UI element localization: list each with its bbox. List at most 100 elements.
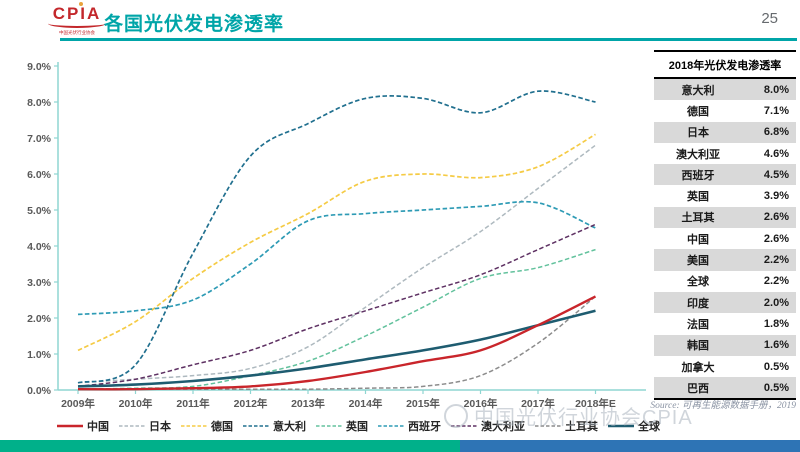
- series-line-spain: [77, 200, 596, 316]
- x-tick-label: 2011年: [176, 397, 210, 410]
- legend-swatch-china: [57, 424, 83, 428]
- table-row-india: 印度 2.0%: [654, 291, 796, 314]
- table-row-canada: 加拿大 0.5%: [654, 356, 796, 377]
- country-label: 德国: [687, 105, 709, 118]
- country-label: 英国: [687, 191, 709, 204]
- table-row-brazil: 巴西 0.5%: [654, 377, 796, 399]
- country-label: 美国: [687, 255, 709, 268]
- legend-item-australia: 澳大利亚: [450, 418, 525, 434]
- logo-arc: [48, 19, 106, 28]
- x-tick-label: 2013年: [291, 397, 325, 410]
- country-label: 法国: [687, 318, 709, 331]
- legend-label: 英国: [346, 421, 368, 433]
- table-row-france: 法国 1.8%: [654, 313, 796, 334]
- country-value: 2.2%: [763, 275, 789, 288]
- legend-item-italy: 意大利: [242, 418, 306, 434]
- country-value: 2.2%: [763, 254, 789, 267]
- y-tick-label: 7.0%: [27, 133, 52, 145]
- table-row-australia: 澳大利亚 4.6%: [654, 143, 796, 164]
- legend-swatch-australia: [451, 425, 477, 427]
- y-tick-label: 9.0%: [27, 61, 52, 73]
- country-value: 3.9%: [763, 190, 789, 203]
- country-value: 1.8%: [763, 317, 789, 330]
- chart-legend: 中国 日本 德国 意大利 英国 西班牙 澳大利亚 土耳其 全球: [56, 418, 660, 434]
- table-body: 意大利 8.0% 德国 7.1% 日本 6.8% 澳大利亚 4.6% 西班牙 4.5% 英国 3.9%…: [654, 79, 796, 399]
- legend-item-uk: 英国: [315, 418, 368, 434]
- country-value: 0.5%: [763, 381, 789, 394]
- country-value: 0.5%: [763, 360, 789, 373]
- x-tick-label: 2010年: [119, 397, 153, 410]
- country-label: 意大利: [681, 84, 715, 97]
- table-row-turkey: 土耳其 2.6%: [654, 206, 796, 229]
- penetration-line-chart: 0.0% 1.0% 2.0% 3.0% 4.0% 5.0% 6.0% 7.0% 8.0% 9.0%…: [27, 61, 646, 410]
- x-tick-label: 2016年: [464, 397, 498, 410]
- country-label: 全球: [687, 276, 709, 289]
- country-label: 加拿大: [681, 361, 715, 374]
- country-value: 2.6%: [763, 232, 789, 245]
- series-line-germany: [77, 133, 596, 352]
- x-tick-label: 2014年: [349, 397, 383, 410]
- legend-swatch-spain: [378, 425, 404, 427]
- legend-label: 中国: [87, 421, 109, 433]
- cpia-logo-subtext: 中国光伏行业协会: [58, 30, 95, 36]
- legend-item-germany: 德国: [180, 418, 233, 434]
- country-label: 澳大利亚: [676, 148, 720, 161]
- y-tick-label: 6.0%: [27, 169, 52, 181]
- legend-label: 全球: [638, 421, 660, 433]
- country-value: 6.8%: [763, 126, 789, 139]
- chart-area: 0.0% 1.0% 2.0% 3.0% 4.0% 5.0% 6.0% 7.0% 8.0% 9.0%…: [0, 46, 652, 414]
- legend-item-spain: 西班牙: [377, 418, 441, 434]
- series-line-japan: [77, 144, 596, 384]
- x-tick-label: 2012年: [234, 397, 268, 410]
- legend-label: 土耳其: [565, 421, 598, 433]
- series-line-uk: [77, 248, 596, 390]
- country-label: 中国: [687, 233, 709, 246]
- country-value: 2.0%: [763, 296, 789, 309]
- y-tick-label: 0.0%: [27, 385, 52, 397]
- country-value: 4.6%: [763, 147, 789, 160]
- country-value: 2.6%: [763, 211, 789, 224]
- country-value: 1.6%: [763, 339, 789, 352]
- legend-label: 意大利: [273, 421, 306, 433]
- legend-swatch-turkey: [535, 425, 561, 427]
- source-note: Source: 可再生能源数据手册，2019: [650, 401, 796, 411]
- y-tick-label: 2.0%: [27, 313, 52, 325]
- series-line-italy: [77, 90, 596, 384]
- legend-item-turkey: 土耳其: [534, 418, 598, 434]
- series-line-australia: [77, 223, 596, 388]
- legend-label: 澳大利亚: [481, 421, 525, 433]
- series-line-china: [77, 295, 597, 391]
- legend-item-global: 全球: [607, 418, 660, 434]
- x-tick-label: 2015年: [406, 397, 440, 410]
- cpia-logo-text: CPIA: [52, 2, 102, 23]
- legend-item-china: 中国: [56, 418, 109, 434]
- country-value: 8.0%: [763, 83, 789, 96]
- legend-label: 日本: [149, 421, 171, 433]
- country-label: 巴西: [687, 382, 709, 395]
- country-label: 日本: [687, 127, 709, 140]
- country-label: 韩国: [687, 340, 709, 353]
- cpia-logo: CPIA 中国光伏行业协会: [42, 2, 112, 36]
- y-tick-label: 1.0%: [27, 349, 52, 361]
- table-row-spain: 西班牙 4.5%: [654, 164, 796, 186]
- country-label: 印度: [687, 297, 709, 310]
- y-tick-label: 5.0%: [27, 205, 52, 217]
- table-row-korea: 韩国 1.6%: [654, 334, 796, 356]
- table-row-germany: 德国 7.1%: [654, 100, 796, 121]
- series-line-global: [77, 309, 596, 388]
- penetration-table-2018: 2018年光伏发电渗透率 意大利 8.0% 德国 7.1% 日本 6.8% 澳大利亚 4.6%…: [654, 50, 796, 401]
- country-value: 7.1%: [763, 104, 789, 117]
- table-title: 2018年光伏发电渗透率: [654, 52, 796, 79]
- table-row-italy: 意大利 8.0%: [654, 79, 796, 101]
- series-line-turkey: [78, 295, 596, 391]
- legend-label: 德国: [211, 421, 233, 433]
- legend-swatch-uk: [316, 425, 342, 427]
- table-row-usa: 美国 2.2%: [654, 249, 796, 271]
- bottom-accent-bar: [0, 440, 800, 452]
- y-tick-label: 4.0%: [27, 241, 52, 253]
- country-label: 土耳其: [681, 212, 715, 225]
- country-value: 4.5%: [763, 168, 789, 181]
- legend-swatch-global: [608, 424, 634, 428]
- table-row-china: 中国 2.6%: [654, 228, 796, 249]
- legend-swatch-japan: [119, 425, 145, 427]
